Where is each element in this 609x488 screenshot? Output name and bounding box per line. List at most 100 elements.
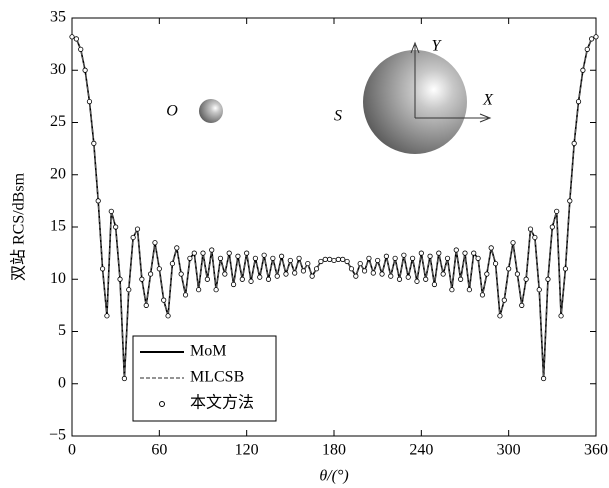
data-point — [510, 240, 516, 246]
x-tick-label: 60 — [151, 442, 167, 459]
data-point — [471, 250, 477, 256]
data-point — [313, 266, 320, 272]
y-tick-label: 25 — [50, 113, 66, 130]
x-axis-label: θ/(°) — [319, 468, 348, 485]
y-tick-label: 35 — [50, 9, 66, 26]
data-point — [104, 313, 110, 319]
data-point — [257, 274, 263, 280]
data-point — [536, 287, 542, 293]
data-point — [292, 270, 298, 276]
x-tick-label: 240 — [409, 442, 433, 459]
data-point — [287, 257, 293, 264]
data-point — [427, 253, 433, 259]
data-point — [78, 46, 84, 52]
data-point — [213, 287, 219, 293]
data-point — [305, 260, 311, 267]
y-axis-label: 双站 RCS/dBsm — [10, 172, 28, 281]
data-point — [244, 250, 250, 256]
data-point — [492, 260, 499, 267]
data-point — [575, 99, 582, 105]
data-point — [571, 140, 577, 146]
data-point — [558, 313, 564, 319]
data-point — [148, 271, 154, 277]
data-point — [200, 250, 206, 256]
data-point — [340, 256, 346, 262]
data-point — [353, 273, 359, 279]
data-point — [519, 302, 525, 308]
data-point — [331, 257, 337, 264]
data-point — [527, 226, 534, 232]
data-point — [479, 292, 486, 298]
x-tick-label: 180 — [322, 442, 346, 459]
data-point — [344, 258, 350, 265]
data-point — [204, 276, 210, 282]
annotation: S — [334, 108, 342, 125]
data-point — [523, 276, 529, 282]
data-point — [300, 268, 307, 274]
data-point — [440, 271, 446, 277]
series-line — [71, 36, 597, 379]
data-point — [370, 270, 376, 276]
x-tick-label: 0 — [68, 442, 76, 459]
data-point — [187, 255, 193, 261]
data-point — [436, 250, 442, 256]
y-tick-label: 10 — [50, 270, 66, 287]
data-point — [545, 276, 551, 282]
data-point — [209, 247, 215, 253]
data-point — [265, 276, 272, 282]
data-point — [270, 255, 276, 261]
annotation: O — [166, 103, 178, 120]
y-tick-label: 30 — [50, 61, 66, 78]
data-point — [327, 256, 333, 262]
data-point — [121, 375, 128, 382]
data-point — [274, 273, 280, 279]
data-point — [392, 255, 398, 261]
data-point — [222, 271, 228, 277]
data-point — [580, 67, 586, 73]
data-point — [549, 224, 555, 230]
data-point — [388, 273, 394, 279]
data-point — [130, 234, 136, 241]
small-sphere — [199, 99, 223, 123]
data-point — [375, 257, 381, 264]
data-point — [431, 281, 438, 288]
data-point — [449, 287, 455, 293]
x-tick-label: 120 — [235, 442, 259, 459]
y-tick-label: 5 — [58, 322, 66, 339]
data-point — [506, 266, 512, 272]
data-point — [501, 297, 507, 303]
x-tick-label: 300 — [497, 442, 521, 459]
data-point — [226, 250, 232, 256]
data-point — [589, 36, 595, 42]
data-point — [169, 260, 176, 267]
data-point — [466, 287, 472, 293]
data-point — [562, 266, 569, 272]
data-point — [161, 297, 167, 303]
data-point — [475, 255, 481, 261]
data-point — [554, 208, 560, 214]
data-point — [152, 240, 158, 246]
data-point — [156, 266, 162, 272]
y-tick-label: 20 — [50, 165, 66, 182]
annotation: X — [482, 92, 494, 109]
data-point — [248, 278, 254, 284]
legend — [132, 335, 277, 422]
data-point — [278, 253, 285, 259]
data-point — [488, 245, 494, 251]
data-point — [322, 256, 328, 262]
data-point — [134, 226, 141, 232]
legend-label: MLCSB — [190, 369, 244, 386]
data-point — [165, 313, 171, 319]
data-point — [540, 375, 547, 382]
data-point — [174, 245, 180, 251]
legend-label: MoM — [190, 343, 226, 360]
data-point — [335, 256, 341, 262]
data-point — [69, 34, 75, 40]
data-point — [108, 208, 114, 214]
data-point — [239, 276, 245, 282]
data-point — [217, 255, 224, 261]
data-point — [462, 250, 468, 256]
data-point — [423, 276, 429, 282]
y-tick-label: −5 — [49, 427, 66, 444]
